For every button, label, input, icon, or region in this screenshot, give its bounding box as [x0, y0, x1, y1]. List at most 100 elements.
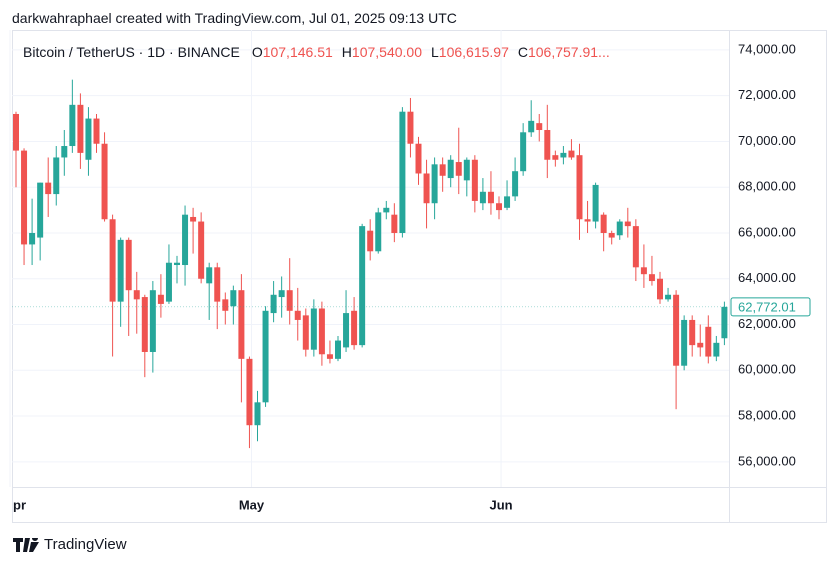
legend-key: H: [341, 44, 352, 60]
candle-body: [367, 230, 374, 252]
y-tick-label: 60,000.00: [738, 362, 796, 377]
candle-body: [206, 267, 213, 284]
candle-body: [600, 214, 607, 233]
candle-body: [648, 274, 655, 282]
candle-body: [568, 150, 575, 158]
candle-body: [431, 164, 438, 204]
candle-body: [520, 132, 527, 172]
candle-body: [278, 290, 285, 298]
candle-body: [359, 226, 366, 346]
candle-body: [721, 306, 728, 339]
candle-body: [673, 294, 680, 366]
candle-body: [657, 278, 663, 300]
candle-body: [125, 239, 132, 291]
candle-body: [246, 358, 253, 426]
candle-body: [560, 152, 567, 158]
candle-body: [238, 290, 245, 359]
candles: [13, 79, 728, 449]
candle-body: [584, 219, 591, 222]
candle-body: [198, 221, 205, 279]
x-tick-label: pr: [13, 497, 26, 512]
brand-text: TradingView: [44, 536, 127, 553]
candle-body: [318, 308, 325, 355]
candle-body: [270, 294, 277, 314]
candle-body: [705, 326, 712, 357]
candle-body: [665, 294, 672, 300]
brand-logo: [13, 537, 39, 552]
candle-body: [165, 262, 172, 302]
candle-body: [294, 310, 301, 320]
candle-body: [254, 402, 261, 426]
candle-body: [214, 267, 221, 302]
y-tick-label: 70,000.00: [738, 133, 796, 148]
candle-body: [85, 118, 92, 160]
candle-body: [681, 319, 688, 366]
candle-body: [93, 118, 100, 144]
candle-body: [157, 294, 164, 304]
y-tick-label: 68,000.00: [738, 179, 796, 194]
legend-key: O: [251, 44, 263, 60]
candle-body: [335, 340, 341, 359]
candle-body: [133, 290, 140, 300]
candle-body: [262, 310, 269, 403]
candle-body: [230, 290, 237, 307]
x-tick-label: May: [239, 497, 265, 512]
candle-body: [61, 146, 68, 158]
candle-body: [479, 191, 486, 204]
candle-body: [117, 239, 124, 302]
candle-body: [713, 342, 720, 357]
x-tick-label: Jun: [489, 497, 512, 512]
candle-body: [53, 157, 60, 195]
candle-body: [447, 159, 454, 179]
y-tick-label: 56,000.00: [738, 453, 796, 468]
candle-body: [544, 130, 551, 160]
candle-body: [190, 216, 197, 222]
candle-body: [174, 262, 180, 266]
brand: TradingView: [13, 536, 127, 553]
candle-body: [632, 226, 639, 268]
legend-symbol: Bitcoin / TetherUS · 1D · BINANCE: [23, 44, 240, 60]
y-tick-label: 62,000.00: [738, 316, 796, 331]
candle-body: [310, 308, 317, 350]
candle-body: [222, 299, 229, 311]
candle-body: [463, 159, 470, 181]
candle-body: [391, 214, 398, 233]
y-tick-label: 74,000.00: [738, 41, 796, 56]
candle-body: [423, 173, 430, 204]
legend-value: 106,615.97: [438, 44, 509, 60]
candle-body: [109, 219, 116, 302]
candle-body: [624, 221, 631, 227]
candle-body: [13, 113, 19, 151]
candle-body: [439, 164, 446, 176]
candle-body: [45, 182, 52, 195]
candle-body: [351, 310, 358, 346]
candle-body: [286, 290, 293, 311]
candle-body: [383, 207, 390, 213]
candle-body: [697, 342, 704, 348]
legend: Bitcoin / TetherUS · 1D · BINANCE O 107,14…: [23, 44, 619, 60]
candle-body: [640, 267, 647, 275]
candle-body: [504, 196, 511, 208]
candle-body: [552, 155, 559, 160]
y-tick-label: 64,000.00: [738, 270, 796, 285]
candle-body: [343, 313, 350, 348]
candle-body: [141, 297, 148, 352]
candle-body: [689, 319, 696, 346]
candle-body: [21, 150, 28, 245]
candle-body: [69, 104, 76, 147]
candle-body: [182, 214, 189, 266]
candle-body: [326, 354, 333, 359]
candle-body: [37, 182, 44, 238]
candle-body: [471, 159, 478, 201]
header-title: darkwahraphael created with TradingView.…: [12, 10, 457, 26]
candle-body: [399, 111, 406, 233]
candle-body: [512, 171, 519, 197]
candle-body: [302, 315, 309, 350]
candle-body: [487, 191, 494, 204]
candle-body: [576, 155, 583, 220]
candle-body: [536, 123, 543, 131]
y-tick-label: 58,000.00: [738, 407, 796, 422]
candle-body: [101, 143, 108, 220]
